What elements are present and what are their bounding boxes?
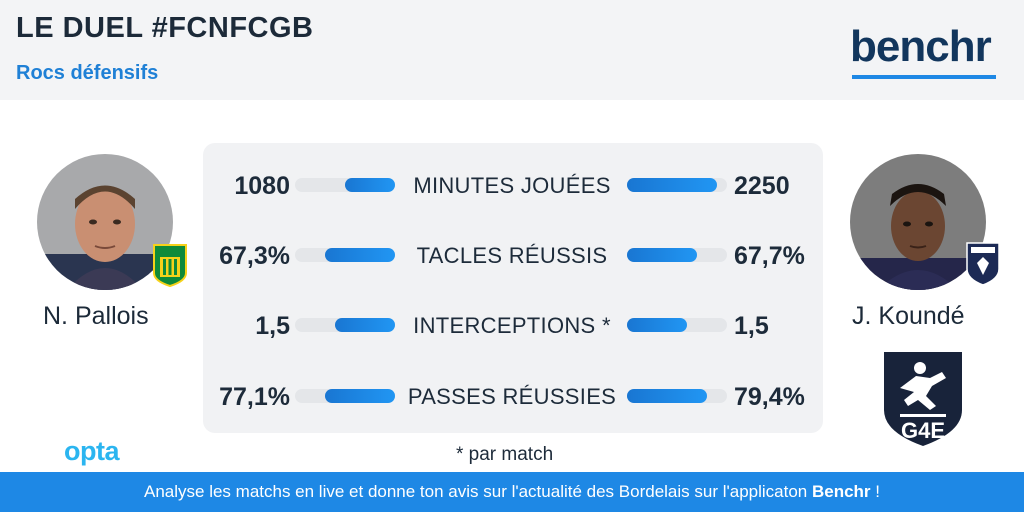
- right-bar-track: [627, 318, 727, 332]
- stat-label: PASSES RÉUSSIES: [407, 384, 617, 409]
- right-bar: [627, 178, 717, 192]
- right-bar-track: [627, 248, 727, 262]
- left-value: 1080: [234, 172, 290, 200]
- right-bar: [627, 389, 707, 403]
- header: [0, 0, 1024, 100]
- footer-text-tail: !: [870, 482, 880, 501]
- game-logo-icon: G4E: [884, 352, 962, 446]
- right-value: 79,4%: [734, 383, 805, 411]
- footnote: * par match: [456, 444, 554, 465]
- avatar-left-player: [37, 154, 173, 290]
- page-title: LE DUEL #FCNFCGB: [16, 12, 314, 44]
- footer-text-brand: Benchr: [811, 482, 871, 501]
- footer-text-main: Analyse les matchs en live et donne ton …: [144, 482, 812, 501]
- stat-label: INTERCEPTIONS *: [413, 313, 611, 338]
- brand-logo[interactable]: benchr: [850, 22, 992, 71]
- right-bar: [627, 318, 687, 332]
- fc-nantes-badge-icon: [153, 244, 187, 287]
- right-player-name: J. Koundé: [852, 302, 965, 330]
- left-bar-track: [295, 389, 395, 403]
- right-bar: [627, 248, 697, 262]
- right-value: 2250: [734, 172, 790, 200]
- left-bar-track: [295, 178, 395, 192]
- right-value: 1,5: [734, 312, 769, 340]
- stat-label: MINUTES JOUÉES: [413, 173, 611, 198]
- left-bar-track: [295, 318, 395, 332]
- right-bar-track: [627, 178, 727, 192]
- left-bar: [325, 248, 395, 262]
- left-bar-track: [295, 248, 395, 262]
- girondins-badge-icon: [966, 242, 1000, 286]
- right-bar-track: [627, 389, 727, 403]
- right-value: 67,7%: [734, 242, 805, 270]
- stat-label: TACLES RÉUSSIS: [416, 243, 608, 268]
- footer-text[interactable]: Analyse les matchs en live et donne ton …: [0, 482, 1024, 502]
- left-bar: [325, 389, 395, 403]
- page-subtitle: Rocs défensifs: [16, 62, 159, 84]
- left-bar: [345, 178, 395, 192]
- left-player-name: N. Pallois: [43, 302, 149, 330]
- brand-underline: [852, 75, 996, 79]
- source-logo: opta: [64, 436, 120, 466]
- footer-banner[interactable]: [0, 472, 1024, 512]
- left-bar: [335, 318, 395, 332]
- svg-text:G4E: G4E: [901, 418, 945, 443]
- left-value: 67,3%: [219, 242, 290, 270]
- left-value: 77,1%: [219, 383, 290, 411]
- left-value: 1,5: [255, 312, 290, 340]
